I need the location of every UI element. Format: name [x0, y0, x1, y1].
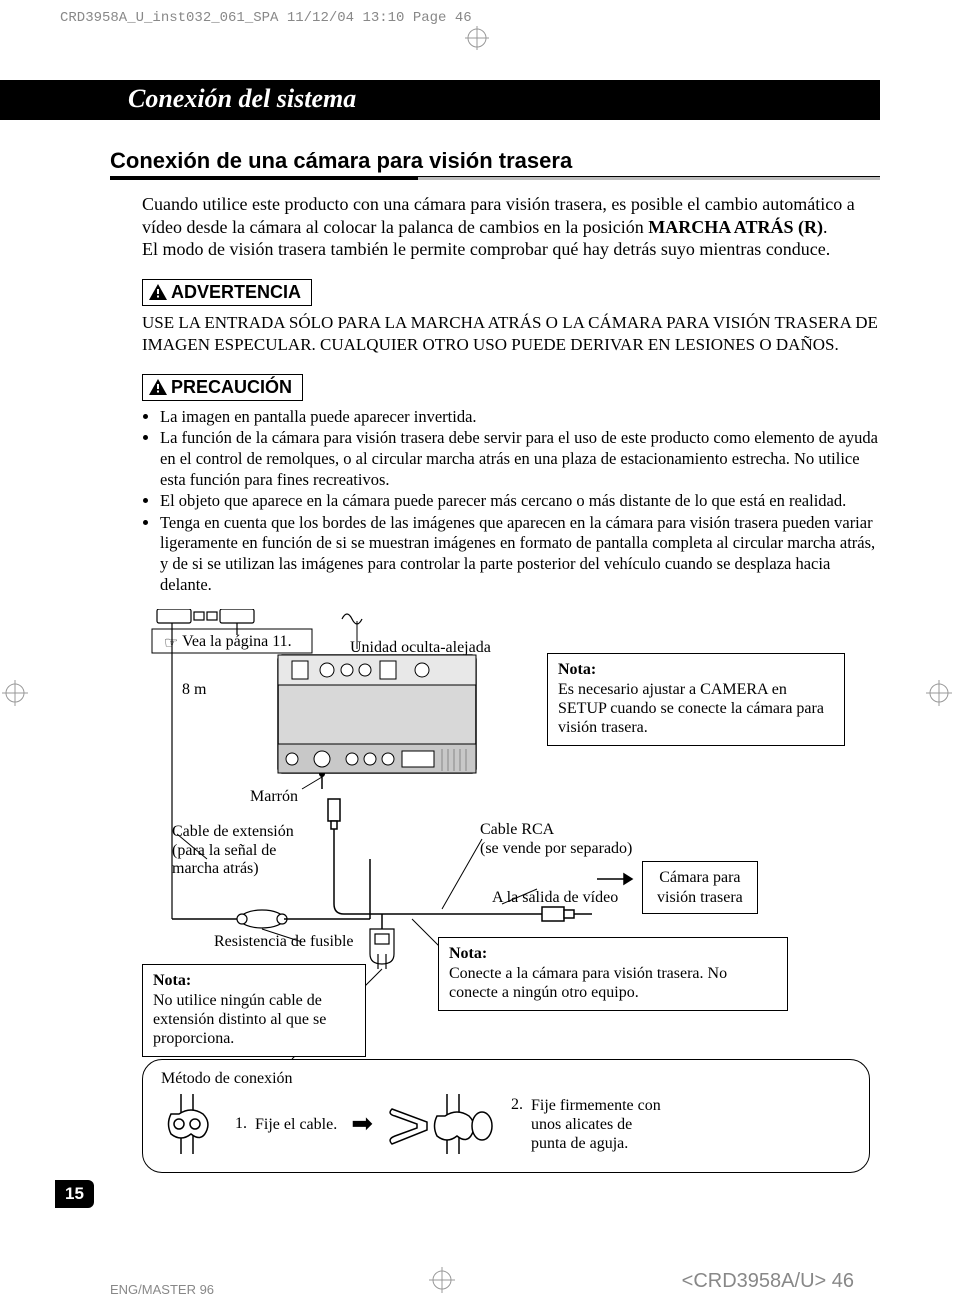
caution-list: La imagen en pantalla puede aparecer inv…	[142, 407, 880, 596]
method-box: Método de conexión 1. Fije el cab	[142, 1059, 870, 1173]
hideaway-unit-icon	[272, 649, 482, 779]
intro-text-2: El modo de visión trasera también le per…	[142, 239, 830, 259]
note-camera-setup: Nota: Es necesario ajustar a CAMERA en S…	[547, 653, 845, 746]
crop-mark-bottom-icon	[429, 1267, 455, 1293]
fuse-label: Resistencia de fusible	[214, 933, 354, 951]
subheading: Conexión de una cámara para visión trase…	[110, 148, 880, 177]
pointer-icon: ☞	[164, 635, 178, 652]
wiring-diagram: ☞ Vea la página 11. Unidad oculta-alejad…	[142, 609, 862, 1179]
ext-cable-label: Cable de extensión (para la señal de mar…	[172, 823, 322, 878]
intro-paragraph: Cuando utilice este producto con una cám…	[142, 193, 880, 261]
crop-mark-right-icon	[926, 680, 952, 706]
note-ext-cable: Nota: No utilice ningún cable de extensi…	[142, 964, 366, 1057]
video-out-label: A la salida de vídeo	[492, 889, 618, 907]
brown-label: Marrón	[250, 788, 298, 806]
length-label: 8 m	[182, 681, 206, 699]
warning-icon	[149, 284, 167, 300]
page-number-tab: 15	[55, 1180, 94, 1208]
note-title: Nota:	[153, 972, 191, 989]
list-item: La imagen en pantalla puede aparecer inv…	[160, 407, 880, 428]
note-title: Nota:	[449, 945, 487, 962]
warning-label-text: ADVERTENCIA	[171, 282, 301, 302]
note-text: Conecte a la cámara para visión trasera.…	[449, 965, 727, 1001]
note-title: Nota:	[558, 661, 596, 678]
warning-label-box: ADVERTENCIA	[142, 279, 312, 306]
step2-num: 2.	[511, 1096, 523, 1114]
see-page-text: Vea la página 11.	[182, 633, 292, 650]
crop-header: CRD3958A_U_inst032_061_SPA 11/12/04 13:1…	[60, 10, 472, 26]
note-connect-camera: Nota: Conecte a la cámara para visión tr…	[438, 937, 788, 1011]
list-item: Tenga en cuenta que los bordes de las im…	[160, 513, 880, 596]
rca-label: Cable RCA (se vende por separado)	[480, 821, 632, 858]
clamp-step2-icon	[387, 1094, 497, 1154]
crop-mark-top-icon	[465, 26, 489, 50]
footer-right: <CRD3958A/U> 46	[682, 1270, 854, 1293]
warning-body: USE LA ENTRADA SÓLO PARA LA MARCHA ATRÁS…	[142, 312, 880, 356]
unit-label: Unidad oculta-alejada	[350, 639, 491, 657]
caution-icon	[149, 379, 167, 395]
method-title: Método de conexión	[161, 1070, 851, 1088]
caution-label-text: PRECAUCIÓN	[171, 377, 292, 397]
intro-text-c: .	[823, 217, 828, 237]
step1-text: Fije el cable.	[255, 1115, 337, 1134]
see-page-label: ☞ Vea la página 11.	[164, 633, 292, 653]
step1-num: 1.	[235, 1115, 247, 1133]
note-text: No utilice ningún cable de extensión dis…	[153, 992, 326, 1047]
camera-box: Cámara para visión trasera	[642, 861, 758, 913]
step2-text: Fije firmemente con unos alicates de pun…	[531, 1096, 661, 1154]
list-item: La función de la cámara para visión tras…	[160, 428, 880, 490]
arrow-right-icon: ➡	[351, 1109, 373, 1139]
clamp-step1-icon	[161, 1094, 221, 1154]
crop-mark-left-icon	[2, 680, 28, 706]
list-item: El objeto que aparece en la cámara puede…	[160, 491, 880, 512]
footer-left: ENG/MASTER 96	[110, 1282, 214, 1297]
note-text: Es necesario ajustar a CAMERA en SETUP c…	[558, 681, 824, 736]
intro-text-bold: MARCHA ATRÁS (R)	[648, 217, 823, 237]
caution-label-box: PRECAUCIÓN	[142, 374, 303, 401]
section-title: Conexión del sistema	[0, 80, 880, 120]
